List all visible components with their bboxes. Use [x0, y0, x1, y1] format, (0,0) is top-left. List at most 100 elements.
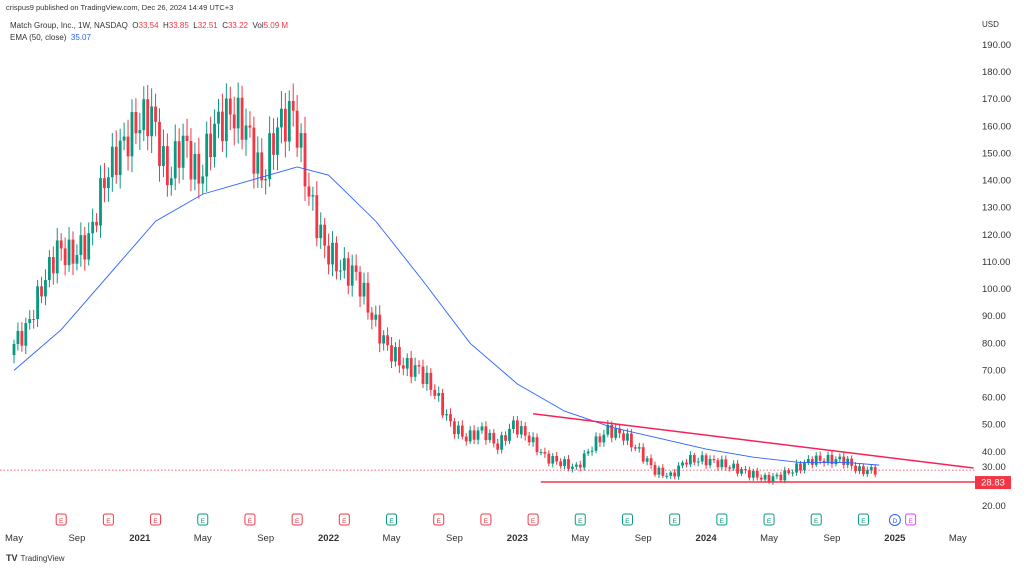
close-label: C: [222, 21, 228, 30]
candle-body: [704, 455, 708, 466]
candle-body: [744, 469, 747, 471]
candle-body: [71, 239, 75, 264]
candle-body: [578, 464, 582, 468]
candle-body: [138, 130, 142, 134]
candle-body: [36, 286, 39, 320]
event-marker-label: E: [389, 518, 394, 525]
candle-body: [44, 280, 47, 297]
candle-body: [165, 146, 169, 186]
candle-body: [67, 239, 71, 266]
candle-body: [217, 111, 220, 124]
candle-body: [476, 430, 480, 440]
candle-body: [814, 455, 818, 465]
candle-body: [409, 357, 413, 377]
candle-body: [91, 221, 95, 234]
candle-body: [563, 459, 566, 467]
event-marker-label: E: [106, 518, 111, 525]
candle-body: [732, 463, 736, 469]
candle-body: [350, 265, 354, 286]
candle-body: [394, 347, 397, 362]
y-tick-label: 140.00: [982, 176, 1011, 187]
candle-body: [712, 459, 716, 461]
candle-body: [649, 458, 653, 466]
candle-body: [669, 472, 673, 476]
candle-body: [445, 414, 448, 416]
candle-body: [421, 366, 425, 384]
currency-label: USD: [982, 20, 999, 29]
candle-body: [700, 455, 704, 462]
ema-line: [13, 166, 880, 466]
earnings-marker: [480, 513, 492, 526]
candle-body: [771, 476, 775, 482]
candle-body: [256, 152, 260, 174]
candle-body: [456, 425, 460, 435]
candle-body: [614, 428, 618, 438]
candle-body: [213, 123, 216, 158]
earnings-marker: [621, 513, 633, 526]
candle-body: [834, 459, 838, 465]
candle-body: [586, 451, 590, 454]
earnings-marker: [55, 513, 67, 526]
x-tick-label: May: [571, 533, 589, 544]
candle-body: [606, 424, 610, 435]
candle-body: [75, 254, 79, 264]
y-tick-label: 120.00: [982, 230, 1011, 241]
candle-body: [830, 454, 834, 465]
candle-body: [492, 432, 496, 444]
candle-body: [197, 153, 201, 184]
x-tick-label: Sep: [446, 533, 463, 544]
candle-body: [295, 110, 299, 148]
candle-body: [386, 335, 389, 346]
x-tick-label: 2023: [507, 533, 528, 544]
y-tick-label: 30.00: [982, 462, 1006, 473]
y-tick-label: 130.00: [982, 203, 1011, 214]
candle-body: [803, 462, 806, 471]
candle-body: [873, 467, 877, 475]
candle-body: [858, 466, 861, 472]
candle-body: [799, 463, 802, 471]
candle-body: [468, 430, 472, 442]
candle-body: [822, 460, 826, 463]
candle-body: [626, 433, 629, 441]
candle-body: [264, 179, 268, 181]
earnings-marker: [197, 513, 209, 526]
candle-body: [114, 146, 118, 176]
candle-body: [307, 186, 311, 197]
candle-body: [299, 133, 303, 148]
candle-body: [464, 436, 468, 442]
open-label: O: [132, 21, 139, 30]
event-marker-label: E: [248, 518, 253, 525]
earnings-marker: [291, 513, 303, 526]
candle-body: [665, 475, 669, 477]
candle-body: [346, 258, 350, 286]
ema-label[interactable]: EMA (50, close): [10, 33, 67, 42]
candle-body: [405, 357, 409, 369]
candle-body: [201, 176, 205, 184]
x-tick-label: Sep: [257, 533, 274, 544]
tradingview-logo-icon: TV: [6, 553, 18, 563]
candle-body: [319, 224, 323, 239]
candle-body: [370, 312, 374, 320]
candle-body: [480, 426, 484, 431]
chart-legend: Match Group, Inc., 1W, NASDAQ O33.54 H33…: [10, 20, 288, 44]
tradingview-logo[interactable]: TV TradingView: [6, 553, 65, 563]
candle-body: [755, 470, 759, 478]
symbol-name[interactable]: Match Group, Inc., 1W, NASDAQ: [10, 21, 128, 30]
earnings-marker: [244, 513, 256, 526]
candle-body: [87, 233, 91, 260]
event-marker-label: E: [295, 518, 300, 525]
volume-value: 5.09 M: [263, 21, 289, 30]
earnings-marker: [102, 513, 114, 526]
earnings-marker: [763, 513, 775, 526]
support-price-label: 28.83: [981, 478, 1005, 489]
candle-body: [142, 99, 146, 131]
candle-body: [425, 372, 429, 384]
candle-body: [512, 420, 515, 429]
candle-body: [810, 459, 814, 465]
candle-body: [728, 467, 732, 469]
earnings-marker: [433, 513, 445, 526]
candle-body: [150, 106, 154, 137]
candle-body: [32, 319, 36, 321]
candle-body: [335, 242, 338, 272]
